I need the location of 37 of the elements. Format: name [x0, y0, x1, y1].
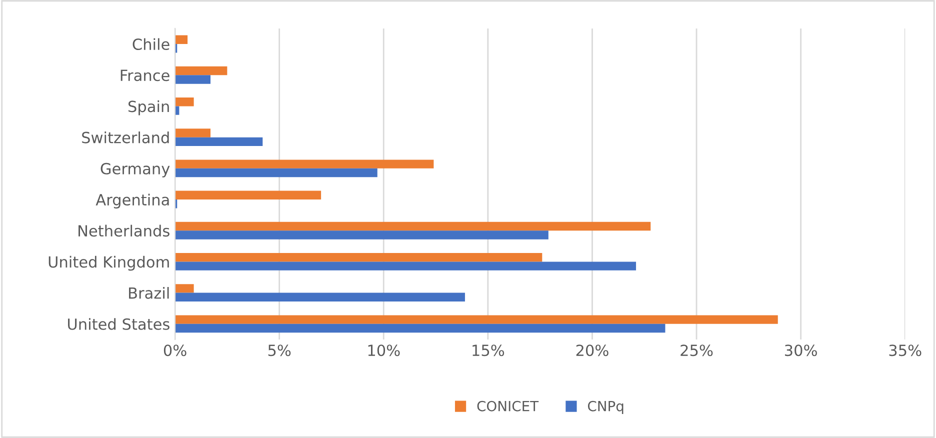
y-tick-label: Brazil — [129, 287, 169, 299]
bar — [175, 128, 210, 138]
x-tick-label: 5% — [268, 344, 291, 356]
x-tick-label: 35% — [889, 344, 922, 356]
bar — [175, 137, 263, 146]
y-tick-label: United Kingdom — [48, 256, 169, 271]
y-tick-label: Argentina — [96, 194, 169, 208]
bar — [175, 324, 666, 333]
bar — [175, 292, 465, 302]
bar — [175, 262, 636, 270]
y-tick-label: Netherlands — [78, 224, 170, 237]
y-tick-label: United States — [68, 318, 170, 330]
bar — [175, 230, 548, 240]
bar — [175, 35, 188, 44]
bar — [175, 160, 434, 168]
bar — [175, 315, 778, 324]
bar — [175, 75, 210, 84]
legend-label: CONICET — [477, 400, 539, 412]
x-tick-label: 15% — [472, 344, 504, 356]
bar — [175, 66, 228, 76]
bar — [175, 190, 322, 200]
y-tick-label: Germany — [100, 162, 170, 178]
legend-label: CNPq — [588, 400, 624, 414]
y-tick-label: Chile — [132, 38, 170, 50]
y-tick-label: Switzerland — [82, 132, 169, 144]
y-tick-label: Spain — [128, 100, 169, 116]
bar — [175, 168, 378, 178]
bar — [175, 253, 542, 262]
bar — [175, 98, 194, 106]
x-tick-label: 0% — [164, 344, 186, 356]
x-tick-label: 20% — [576, 344, 608, 356]
x-tick-label: 10% — [368, 344, 400, 356]
bar — [175, 284, 194, 293]
x-tick-label: 25% — [680, 344, 713, 356]
y-tick-label: France — [120, 70, 170, 82]
x-tick-label: 30% — [785, 344, 817, 356]
bar — [175, 222, 651, 231]
